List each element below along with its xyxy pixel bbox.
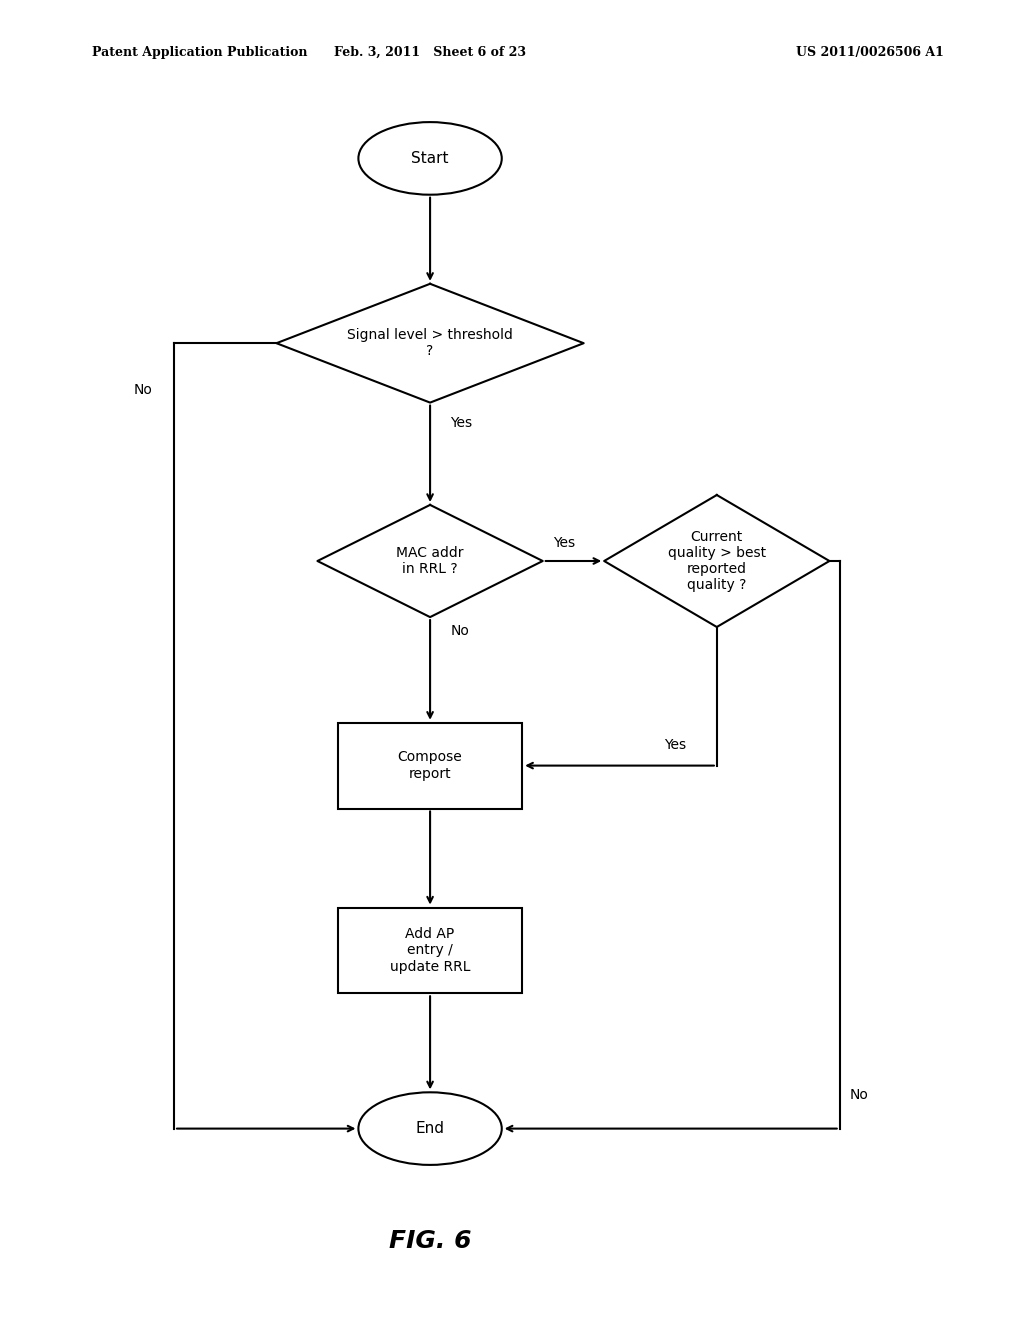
Text: Current
quality > best
reported
quality ?: Current quality > best reported quality … (668, 529, 766, 593)
Text: FIG. 6: FIG. 6 (389, 1229, 471, 1253)
Text: US 2011/0026506 A1: US 2011/0026506 A1 (797, 46, 944, 59)
Text: Patent Application Publication: Patent Application Publication (92, 46, 307, 59)
Text: No: No (451, 624, 469, 638)
Text: Signal level > threshold
?: Signal level > threshold ? (347, 329, 513, 358)
Text: Compose
report: Compose report (397, 751, 463, 780)
Text: Yes: Yes (553, 536, 575, 550)
Text: MAC addr
in RRL ?: MAC addr in RRL ? (396, 546, 464, 576)
Text: No: No (850, 1088, 868, 1102)
Text: Yes: Yes (451, 416, 473, 430)
Text: Feb. 3, 2011   Sheet 6 of 23: Feb. 3, 2011 Sheet 6 of 23 (334, 46, 526, 59)
Text: Start: Start (412, 150, 449, 166)
Text: Add AP
entry /
update RRL: Add AP entry / update RRL (390, 927, 470, 974)
Text: End: End (416, 1121, 444, 1137)
Text: No: No (134, 383, 153, 397)
Text: Yes: Yes (664, 738, 686, 752)
